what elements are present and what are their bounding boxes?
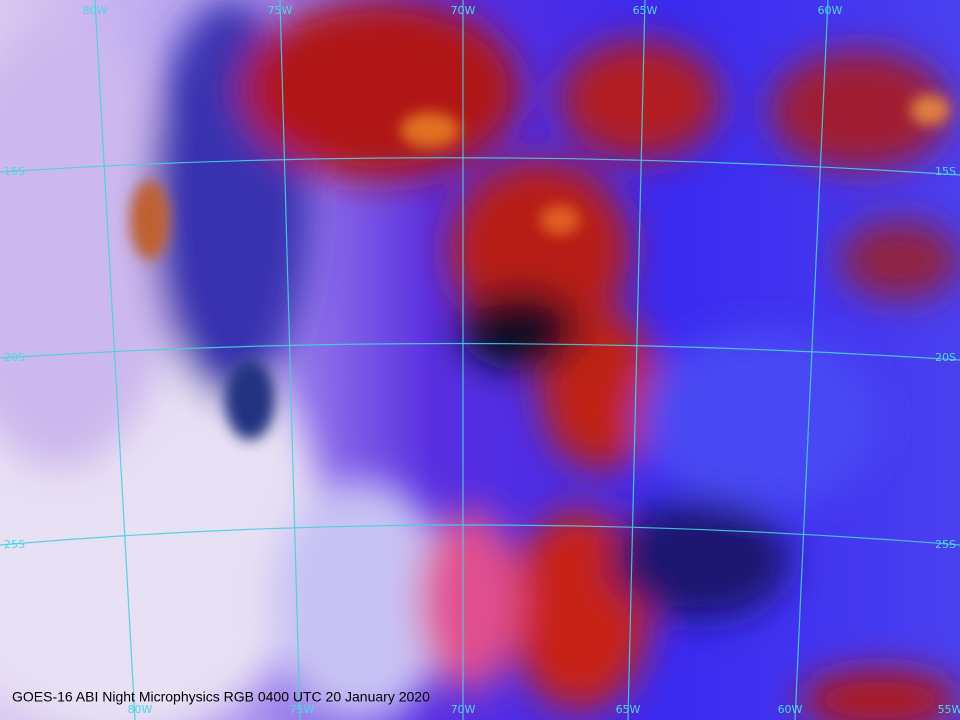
grid-label: 75W <box>268 4 293 17</box>
meridian <box>627 0 646 720</box>
grid-label: 60W <box>818 4 843 17</box>
grid-label: 55W <box>938 703 960 716</box>
grid-label: 60W <box>778 703 803 716</box>
grid-label: 15S <box>4 165 25 178</box>
grid-label: 25S <box>935 538 956 551</box>
parallel <box>0 524 960 546</box>
meridian <box>794 0 829 720</box>
grid-label: 20S <box>935 351 956 364</box>
grid-label: 65W <box>633 4 658 17</box>
grid-label: 70W <box>451 703 476 716</box>
grid-label: 80W <box>83 4 108 17</box>
grid-label: 75W <box>290 703 315 716</box>
grid-label: 80W <box>128 703 153 716</box>
grid-label: 20S <box>4 351 25 364</box>
image-caption: GOES-16 ABI Night Microphysics RGB 0400 … <box>12 689 430 705</box>
meridian <box>279 0 301 720</box>
grid-label: 25S <box>4 538 25 551</box>
parallel <box>0 157 960 176</box>
cloud-detail <box>130 95 950 440</box>
grid-label: 65W <box>616 703 641 716</box>
meridian <box>94 0 136 720</box>
parallel <box>0 342 960 361</box>
grid-label: 70W <box>451 4 476 17</box>
grid-label: 15S <box>935 165 956 178</box>
